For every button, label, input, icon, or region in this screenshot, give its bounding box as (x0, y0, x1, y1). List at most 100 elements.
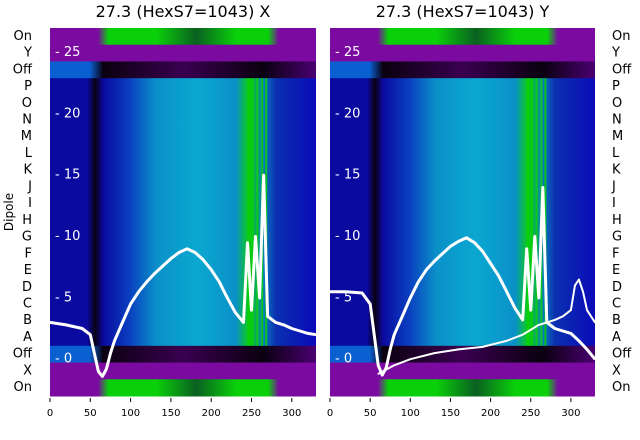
data-point (242, 321, 245, 324)
series-line (330, 186, 597, 377)
category-label-right: C (612, 297, 621, 312)
data-point (525, 248, 528, 250)
overlay-y-tick-label: - 20 (55, 106, 80, 121)
data-point (145, 281, 148, 283)
category-label-right: A (612, 330, 621, 345)
data-point (162, 265, 164, 267)
data-point (385, 366, 388, 369)
data-point (369, 303, 371, 305)
data-point (113, 340, 116, 342)
data-point (497, 274, 500, 277)
highlight-strip (265, 78, 268, 346)
heatmap-row (330, 94, 595, 113)
heatmap-row (330, 345, 595, 364)
data-point (594, 321, 596, 324)
category-label-left: E (24, 263, 32, 278)
data-point (409, 358, 412, 361)
data-point (361, 292, 363, 294)
heatmap-row (330, 212, 595, 230)
data-point (153, 272, 156, 275)
category-label-left: M (21, 129, 32, 144)
x-tick-label: 0 (47, 408, 53, 419)
data-point (465, 236, 468, 239)
heatmap-row (50, 295, 316, 313)
category-label-left: K (23, 163, 32, 178)
data-point (562, 315, 564, 318)
heatmap-row (330, 61, 595, 79)
data-point (101, 375, 104, 378)
heatmap-row (330, 128, 595, 146)
data-point (218, 281, 221, 283)
data-point (537, 324, 540, 326)
category-label-right: G (612, 230, 622, 245)
heatmap-row (50, 362, 316, 380)
x-tick-label: 100 (121, 408, 140, 419)
overlay-y-tick-label: - 0 (335, 352, 352, 367)
data-point (578, 278, 580, 281)
data-point (578, 340, 580, 342)
data-point (254, 235, 257, 238)
series-line (377, 278, 596, 375)
heatmap-row (50, 78, 316, 96)
data-point (457, 348, 460, 351)
data-point (291, 327, 293, 330)
category-label-left: F (25, 246, 32, 261)
data-point (282, 324, 285, 326)
overlay-y-tick-label: - 15 (335, 168, 360, 183)
data-point (574, 284, 576, 287)
data-point (425, 268, 428, 271)
data-point (505, 340, 508, 342)
heatmap-row (50, 278, 316, 297)
category-label-right: D (612, 280, 622, 295)
overlay-y-tick-label: - 10 (55, 229, 80, 244)
data-point (586, 309, 588, 311)
x-tick-label: 150 (161, 408, 180, 419)
heatmap-row (330, 362, 595, 380)
category-label-left: H (22, 213, 32, 228)
category-label-right: On (612, 380, 630, 395)
x-tick-label: 300 (282, 408, 301, 419)
category-label-left: J (27, 179, 32, 194)
heatmap-row (50, 195, 316, 213)
highlight-strip (251, 78, 254, 346)
data-point (381, 374, 383, 376)
data-point (586, 348, 588, 351)
data-point (89, 333, 92, 336)
heatmap-row (50, 111, 316, 129)
x-tick-label: 100 (401, 408, 420, 419)
category-label-right: E (612, 263, 620, 278)
heatmap-row (330, 28, 595, 46)
x-tick-label: 200 (481, 408, 500, 419)
overlay-y-tick-label: - 5 (55, 290, 72, 305)
overlay-y-tick-label: - 25 (335, 45, 360, 60)
series-line (49, 173, 317, 378)
heatmap-row (330, 329, 595, 347)
category-label-right: L (612, 146, 620, 161)
heatmap-row (50, 312, 316, 330)
category-label-right: N (612, 113, 622, 128)
category-label-right: Y (611, 46, 620, 61)
data-point (594, 358, 596, 361)
data-point (529, 309, 532, 311)
highlight-strip (247, 78, 250, 346)
category-label-left: Off (13, 347, 33, 362)
category-label-right: Off (612, 347, 632, 362)
data-point (389, 348, 392, 351)
data-point (570, 332, 572, 335)
category-label-right: H (612, 213, 622, 228)
category-label-left: N (22, 113, 32, 128)
data-point (590, 315, 592, 318)
data-point (202, 259, 204, 261)
heatmap-row (330, 111, 595, 129)
heatmap-row (330, 178, 595, 196)
heatmap-row (50, 212, 316, 230)
heatmap-row (50, 94, 316, 113)
data-point (329, 290, 331, 293)
category-label-left: G (22, 230, 32, 245)
category-label-right: B (612, 313, 621, 328)
data-point (109, 352, 112, 354)
heatmap-row (50, 145, 316, 163)
data-point (401, 315, 404, 318)
data-point (570, 309, 572, 311)
data-point (129, 303, 132, 305)
